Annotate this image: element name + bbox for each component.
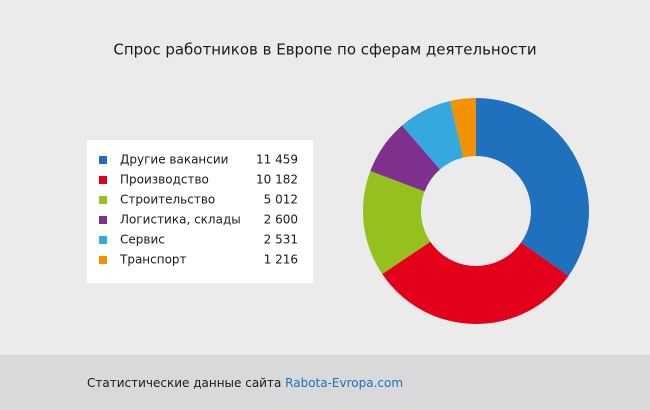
legend-swatch (99, 196, 107, 204)
donut-slice (362, 170, 431, 275)
legend-label: Логистика, склады (120, 213, 241, 227)
donut-slice (402, 101, 464, 170)
footer-text: Статистические данные сайта Rabota-Evrop… (87, 376, 403, 390)
legend-value: 11 459 (256, 153, 298, 167)
legend-label: Сервис (120, 233, 165, 247)
donut-slice (450, 98, 476, 158)
chart-title: Спрос работников в Европе по сферам деят… (113, 41, 536, 59)
legend-swatch (99, 216, 107, 224)
legend-value: 5 012 (264, 193, 298, 207)
donut-slice (370, 125, 441, 192)
legend-label: Строительство (120, 193, 215, 207)
footer-label: Статистические данные сайта (87, 376, 281, 390)
legend-value: 1 216 (264, 253, 298, 267)
legend-value: 2 600 (264, 213, 298, 227)
legend-swatch (99, 156, 107, 164)
legend-value: 2 531 (264, 233, 298, 247)
legend-swatch (99, 256, 107, 264)
footer-band (0, 355, 650, 410)
legend-label: Транспорт (119, 253, 187, 267)
legend-label: Другие вакансии (120, 153, 228, 167)
legend-swatch (99, 176, 107, 184)
legend-box (87, 140, 313, 283)
footer-link[interactable]: Rabota-Evropa.com (285, 376, 403, 390)
legend-swatch (99, 236, 107, 244)
legend-label: Производство (120, 173, 209, 187)
legend-value: 10 182 (256, 173, 298, 187)
donut-slice (382, 241, 569, 324)
donut-slice (476, 98, 590, 276)
